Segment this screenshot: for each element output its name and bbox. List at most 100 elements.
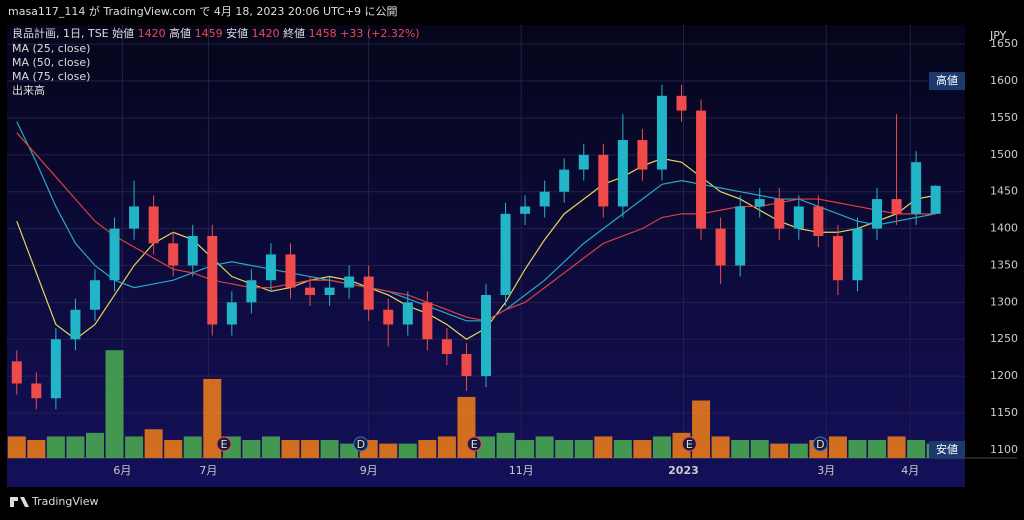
event-label: D (357, 438, 365, 451)
candle-body (70, 309, 81, 340)
y-tick-label: 1400 (990, 222, 1018, 235)
volume-bar (203, 378, 222, 458)
volume-bar (27, 440, 46, 458)
legend-key: 終値 (283, 26, 305, 40)
y-tick-label: 1200 (990, 369, 1018, 382)
volume-bar (633, 440, 652, 458)
event-icon (216, 436, 232, 452)
candle-body (735, 206, 746, 266)
legend-value: 1459 (195, 27, 223, 40)
candle-body (109, 228, 120, 281)
legend-ma: MA (25, close) (12, 42, 90, 55)
volume-bar (848, 440, 867, 458)
event-icon (812, 436, 828, 452)
x-tick-label: 4月 (901, 464, 919, 477)
plot-bg (7, 25, 965, 487)
volume-bar (242, 440, 261, 458)
candle-body (129, 206, 140, 229)
volume-bar (340, 443, 359, 458)
price-marker-label: 高値 (936, 73, 958, 87)
x-tick-label: 2023 (668, 464, 699, 477)
brand: TradingView (31, 495, 98, 508)
event-label: E (221, 438, 228, 451)
candle-body (637, 140, 648, 170)
candle-body (344, 276, 355, 288)
y-tick-label: 1450 (990, 185, 1018, 198)
candle-body (148, 206, 159, 244)
legend-ma: MA (75, close) (12, 70, 90, 83)
candle-body (226, 302, 237, 325)
candle-body (89, 280, 100, 310)
candle-body (50, 339, 61, 399)
volume-bar (261, 436, 280, 458)
y-tick-label: 1100 (990, 443, 1018, 456)
volume-bar (692, 400, 711, 458)
candle-body (31, 383, 42, 399)
candle-body (872, 199, 883, 229)
y-tick-label: 1600 (990, 74, 1018, 87)
candle-body (832, 235, 843, 281)
volume (7, 350, 945, 458)
legend-value: 1458 (309, 27, 337, 40)
volume-bar (85, 432, 104, 458)
logo (10, 497, 29, 507)
x-tick-label: 6月 (113, 464, 131, 477)
candle-body (246, 280, 257, 303)
legend-value: 1420 (138, 27, 166, 40)
candle-body (402, 302, 413, 325)
volume-bar (907, 440, 926, 458)
volume-bar (46, 436, 65, 458)
event-label: E (471, 438, 478, 451)
volume-bar (437, 436, 456, 458)
x-tick-label: 9月 (360, 464, 378, 477)
price-marker (929, 72, 965, 91)
candle-body (813, 206, 824, 236)
candle-body (481, 294, 491, 377)
event-icon (466, 436, 482, 452)
candle-body (422, 302, 433, 340)
candle-body (363, 276, 374, 310)
legend-key: 始値 (112, 26, 134, 40)
volume-bar (594, 436, 613, 458)
header: masa117_114 が TradingView.com で 4月 18, 2… (8, 4, 398, 18)
volume-bar (652, 436, 671, 458)
y-tick-label: 1550 (990, 111, 1018, 124)
volume-bar (770, 443, 789, 458)
volume-bar (535, 436, 554, 458)
candle-body (461, 353, 472, 377)
candle-body (930, 185, 941, 214)
y-tick-label: 1350 (990, 258, 1018, 271)
volume-bar (574, 440, 593, 458)
volume-bar (144, 429, 163, 458)
x-tick-label: 11月 (509, 464, 534, 477)
legend-key: 高値 (169, 26, 191, 40)
candle-body (559, 169, 570, 192)
volume-bar (887, 436, 906, 458)
y-tick-label: 1250 (990, 332, 1018, 345)
volume-bar (750, 440, 769, 458)
y-tick-label: 1300 (990, 295, 1018, 308)
volume-bar (555, 440, 574, 458)
price-axis-bg (965, 25, 1017, 487)
volume-bar (789, 443, 808, 458)
y-tick-label: 1500 (990, 148, 1018, 161)
legend-change-pct: (+2.32%) (367, 27, 420, 40)
candle-body (500, 213, 511, 295)
candle-body (891, 199, 902, 214)
candle-body (305, 287, 316, 295)
candle-body (793, 206, 804, 229)
volume-bar (301, 440, 320, 458)
volume-bar (379, 443, 398, 458)
candle-body (911, 162, 922, 214)
candle-body (715, 228, 726, 266)
candle-body (656, 95, 667, 170)
volume-bar (711, 436, 730, 458)
candle-body (187, 235, 198, 266)
candle-body (676, 95, 687, 111)
legend-key: 安値 (226, 26, 248, 40)
candle-body (617, 140, 628, 207)
x-tick-label: 7月 (199, 464, 217, 477)
candle-body (774, 199, 785, 229)
symbol: 良品計画, 1日, TSE (12, 26, 109, 40)
